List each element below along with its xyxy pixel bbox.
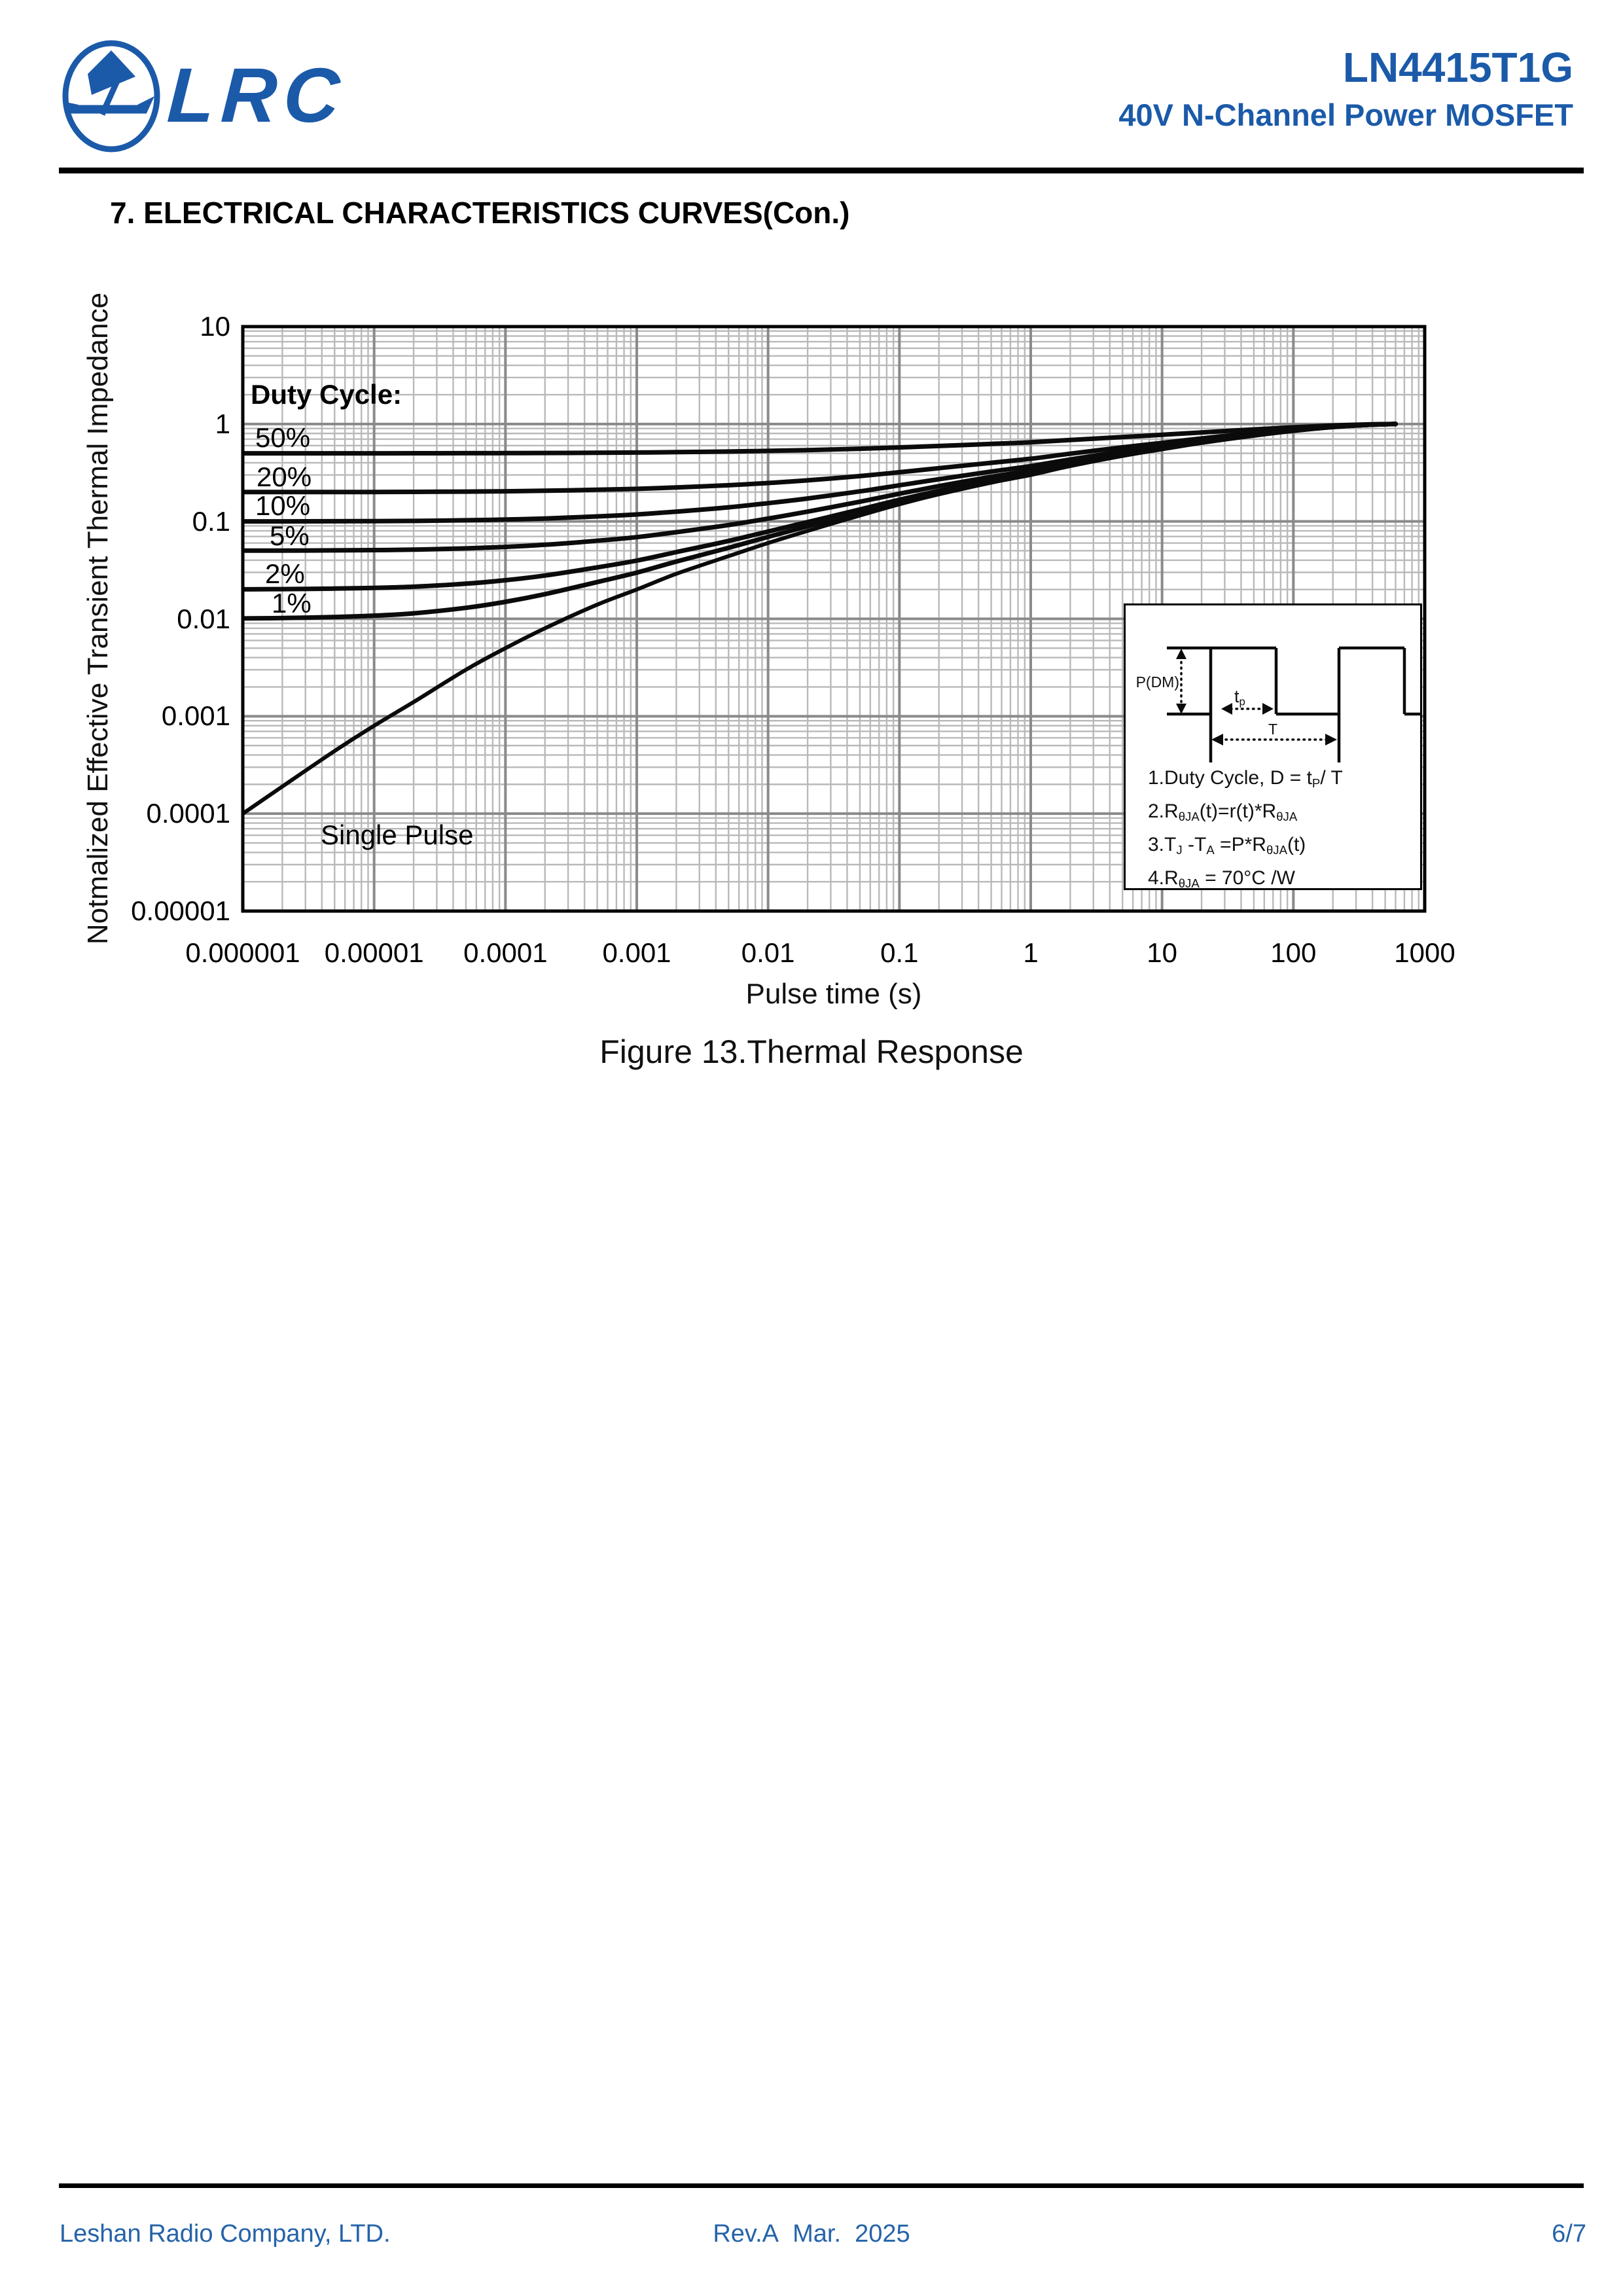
- y-tick-0.01: 0.01: [177, 603, 230, 634]
- plot-border: [241, 325, 1427, 913]
- inset-equation-1: 1.Duty Cycle, D = tP/ T: [1148, 767, 1343, 791]
- pulse-definition-inset: P(DM) tp T 1.Duty Cycle, D = tP/ T 2.RθJ…: [1124, 603, 1422, 890]
- tp-label: tp: [1234, 687, 1245, 709]
- x-tick-10: 10: [1147, 937, 1178, 968]
- subscript-text: θJA: [1266, 843, 1287, 857]
- pulse-waveform-icon: [1167, 646, 1421, 762]
- curve-single-pulse: [243, 422, 1398, 816]
- equation-text: (t)=r(t)*R: [1199, 800, 1277, 822]
- equation-text: t: [1234, 687, 1240, 706]
- footer-page-number: 6/7: [1552, 2220, 1586, 2248]
- y-tick-0.1: 0.1: [192, 505, 230, 537]
- figure-caption: Figure 13.Thermal Response: [599, 1033, 1024, 1070]
- y-tick-0.00001: 0.00001: [131, 895, 230, 926]
- x-tick-100: 100: [1270, 937, 1317, 968]
- subscript-text: p: [1239, 695, 1245, 708]
- x-tick-0.00001: 0.00001: [324, 937, 424, 968]
- curve-label-2-: 2%: [265, 558, 305, 589]
- curve-label-1-: 1%: [272, 588, 312, 619]
- x-tick-0.001: 0.001: [602, 937, 671, 968]
- equation-text: =P*R: [1214, 834, 1266, 855]
- equation-text: = 70°C /W: [1199, 867, 1295, 889]
- equation-text: 1.Duty Cycle, D = t: [1148, 767, 1312, 789]
- section-heading: 7. ELECTRICAL CHARACTERISTICS CURVES(Con…: [110, 196, 850, 230]
- inset-equation-3: 3.TJ -TA =P*RθJA(t): [1148, 834, 1306, 857]
- duty-cycle-heading: Duty Cycle:: [251, 379, 402, 410]
- equation-text: (t): [1287, 834, 1306, 855]
- x-tick-1: 1: [1023, 937, 1039, 968]
- header-rule: [59, 168, 1584, 173]
- equation-text: / T: [1320, 767, 1343, 789]
- part-subtitle: 40V N-Channel Power MOSFET: [1118, 98, 1573, 132]
- subscript-text: J: [1176, 843, 1183, 857]
- curve-50-: [243, 422, 1398, 456]
- subscript-text: P: [1311, 776, 1321, 791]
- y-tick-10: 10: [200, 311, 230, 342]
- subscript-text: θJA: [1178, 810, 1200, 824]
- inset-equation-2: 2.RθJA(t)=r(t)*RθJA: [1148, 800, 1297, 824]
- footer-revision: Rev.A Mar. 2025: [713, 2220, 910, 2248]
- y-tick-0.001: 0.001: [161, 700, 230, 732]
- thermal-response-plot: [241, 325, 1427, 913]
- inset-equation-4: 4.RθJA = 70°C /W: [1148, 867, 1295, 891]
- curve-label-5-: 5%: [270, 520, 310, 551]
- equation-text: 4.R: [1148, 867, 1179, 889]
- lrc-logo: [59, 36, 177, 160]
- x-tick-0.000001: 0.000001: [185, 937, 300, 968]
- thermal-response-curves: [243, 422, 1398, 816]
- equation-text: 3.T: [1148, 834, 1177, 855]
- subscript-text: θJA: [1276, 810, 1298, 824]
- y-tick-0.0001: 0.0001: [146, 798, 230, 829]
- x-tick-0.0001: 0.0001: [463, 937, 548, 968]
- y-tick-1: 1: [215, 408, 230, 439]
- curve-label-10-: 10%: [255, 490, 311, 521]
- equation-text: 2.R: [1148, 800, 1179, 822]
- curve-label-20-: 20%: [257, 461, 312, 492]
- subscript-text: A: [1206, 843, 1215, 857]
- lrc-logo-icon: [62, 40, 160, 152]
- part-number: LN4415T1G: [1342, 44, 1573, 91]
- x-axis-title: Pulse time (s): [745, 978, 922, 1010]
- pdm-label: P(DM): [1135, 673, 1179, 691]
- equation-text: -T: [1182, 834, 1207, 855]
- x-tick-0.01: 0.01: [741, 937, 795, 968]
- footer-rule: [59, 2183, 1584, 2188]
- period-label: T: [1268, 721, 1278, 738]
- subscript-text: θJA: [1178, 876, 1200, 891]
- x-tick-0.1: 0.1: [880, 937, 919, 968]
- x-tick-1000: 1000: [1394, 937, 1455, 968]
- footer-company: Leshan Radio Company, LTD.: [60, 2220, 391, 2248]
- curve-label-single-pulse: Single Pulse: [321, 819, 474, 850]
- curve-label-50-: 50%: [255, 422, 311, 453]
